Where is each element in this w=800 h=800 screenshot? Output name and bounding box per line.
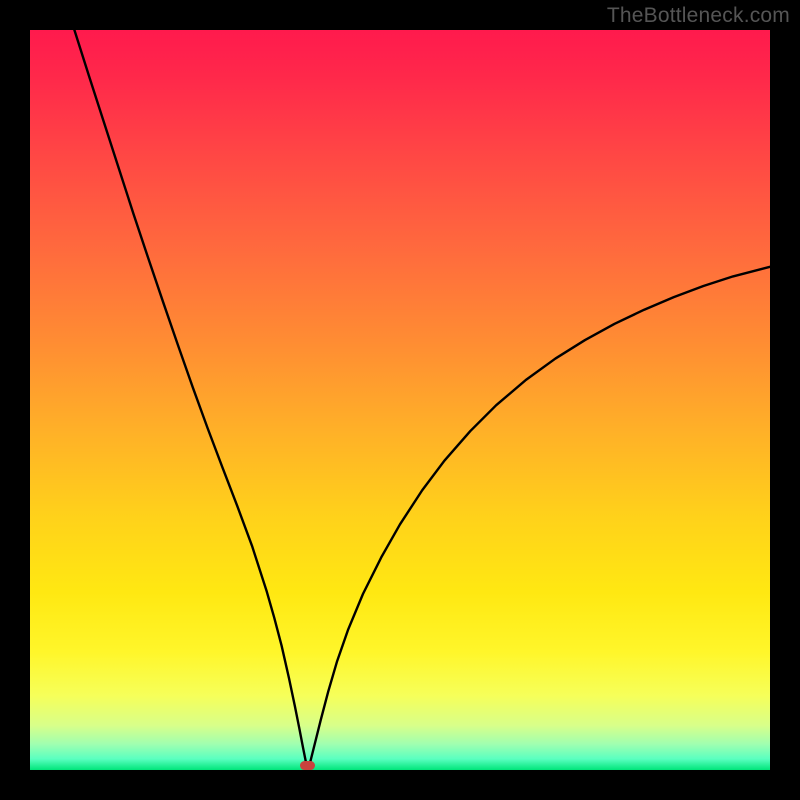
optimal-point-marker <box>300 761 315 770</box>
bottleneck-curve-chart <box>0 0 800 800</box>
chart-container: TheBottleneck.com <box>0 0 800 800</box>
chart-gradient-background <box>30 30 770 770</box>
watermark-text: TheBottleneck.com <box>607 4 790 28</box>
